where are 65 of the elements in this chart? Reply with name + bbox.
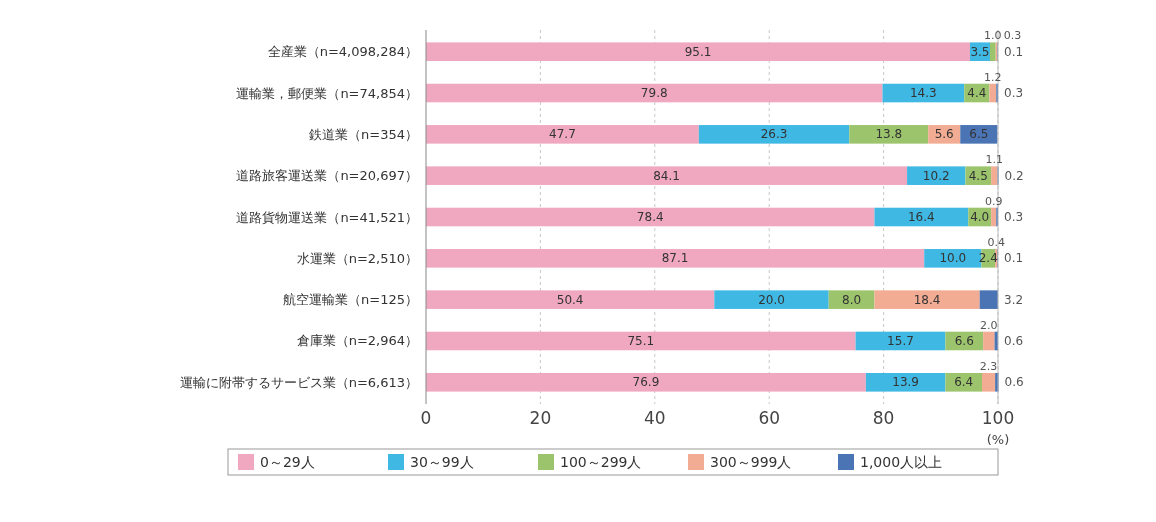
data-label: 10.2: [922, 168, 950, 183]
data-label: 13.9: [892, 375, 919, 390]
data-label: 10.0: [939, 251, 967, 266]
data-label: 8.0: [842, 292, 862, 307]
data-label: 6.5: [969, 127, 989, 142]
legend-label: 300～999人: [710, 454, 792, 470]
y-tick-label: 運輸業，郵便業（n=74,854）: [236, 85, 418, 101]
data-label: 18.4: [913, 292, 941, 307]
data-label: 2.0: [980, 318, 998, 332]
data-label: 0.3: [1003, 29, 1022, 43]
data-label: 50.4: [556, 292, 584, 307]
data-label: 3.5: [970, 44, 990, 59]
legend-label: 30～99人: [410, 454, 474, 470]
data-label: 13.8: [875, 127, 903, 142]
y-tick-label: 鉄道業（n=354）: [309, 126, 418, 142]
data-label: 0.2: [1004, 168, 1024, 183]
x-tick-label: 80: [872, 408, 895, 428]
x-tick-label: 60: [758, 408, 781, 428]
data-label: 0.6: [1004, 375, 1024, 390]
data-label: 3.2: [1004, 292, 1024, 307]
x-tick-label: 100: [981, 408, 1015, 428]
y-tick-label: 運輸に附帯するサービス業（n=6,613）: [179, 374, 418, 390]
data-label: 15.7: [887, 333, 914, 348]
x-tick-label: 40: [643, 408, 666, 428]
data-label: 95.1: [684, 44, 712, 59]
data-label: 4.0: [970, 210, 990, 224]
data-label: 1.2: [984, 70, 1002, 84]
legend-label: 100～299人: [560, 454, 642, 470]
data-label: 79.8: [640, 86, 668, 101]
data-label: 14.3: [909, 86, 937, 101]
data-label: 76.9: [632, 375, 660, 390]
y-tick-label: 水運業（n=2,510）: [296, 250, 418, 266]
data-label: 87.1: [661, 251, 689, 266]
data-label: 5.6: [934, 127, 954, 142]
legend-label: 1,000人以上: [860, 454, 943, 470]
data-label: 1.0: [984, 29, 1002, 43]
data-label: 75.1: [627, 333, 655, 348]
data-label: 6.6: [954, 333, 974, 348]
data-label: 2.3: [979, 360, 998, 374]
legend-label: 0～29人: [260, 454, 315, 470]
data-label: 26.3: [760, 127, 788, 142]
data-label: 4.5: [968, 168, 988, 183]
data-label: 0.3: [1004, 86, 1024, 101]
data-label: 0.1: [1004, 251, 1024, 266]
y-tick-label: 道路貨物運送業（n=41,521）: [236, 209, 418, 225]
y-tick-label: 倉庫業（n=2,964）: [296, 333, 418, 349]
data-label: 47.7: [549, 127, 576, 142]
data-label: 0.9: [984, 194, 1003, 208]
data-label: 16.4: [907, 210, 935, 224]
x-tick-label: 20: [529, 408, 552, 428]
data-label: 1.1: [985, 153, 1004, 167]
x-tick-label: 0: [420, 408, 432, 428]
data-label: 4.4: [967, 86, 987, 101]
y-tick-label: 道路旅客運送業（n=20,697）: [236, 168, 418, 184]
data-label: 84.1: [653, 168, 680, 183]
data-label: 78.4: [636, 210, 664, 224]
data-label: 0.3: [1004, 210, 1024, 224]
y-tick-label: 航空運輸業（n=125）: [283, 292, 418, 308]
y-tick-label: 全産業（n=4,098,284）: [267, 44, 418, 60]
data-label: 0.6: [1004, 333, 1024, 348]
data-label: 20.0: [758, 292, 785, 307]
data-label: 6.4: [954, 375, 974, 390]
x-axis-title: (%): [986, 432, 1010, 447]
data-label: 0.1: [1004, 44, 1024, 59]
data-label: 0.4: [987, 236, 1006, 250]
